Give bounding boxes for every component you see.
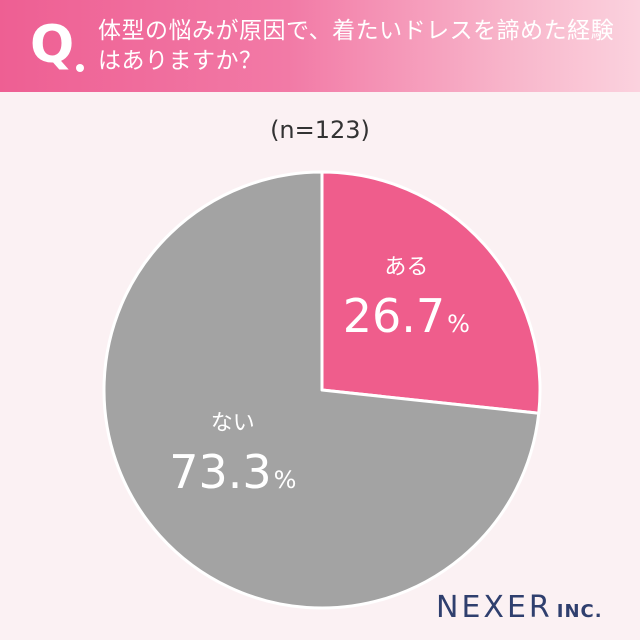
header-banner: Q 体型の悩みが原因で、着たいドレスを諦めた経験はありますか？ [0,0,640,92]
pie-slice-0 [320,170,542,415]
slice-value-label-1: 73.3% [169,445,296,499]
sample-size: (n=123) [270,116,370,144]
question-dot [76,64,84,72]
slice-category-label-0: ある [384,255,428,280]
question-text: 体型の悩みが原因で、着たいドレスを諦めた経験はありますか？ [98,18,615,74]
brand-name: NEXER [436,590,553,625]
slice-category-label-1: ない [211,411,255,436]
brand-suffix: INC. [556,601,603,622]
question-mark-label: Q [30,15,75,75]
pie-slice-1 [102,170,541,610]
brand-logo: NEXER INC. [436,590,603,625]
slice-value-label-0: 26.7% [343,289,470,343]
